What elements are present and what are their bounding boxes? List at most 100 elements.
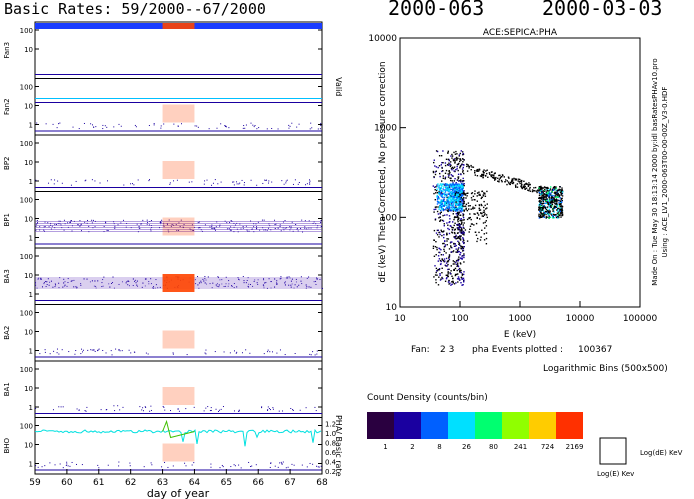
rate-point [252,285,254,287]
rate-point [178,410,180,412]
scatter-point [440,194,442,196]
scatter-point [447,197,449,199]
scatter-point [559,205,562,208]
scatter-point [439,213,441,215]
scatter-point [461,189,464,192]
rate-point [91,280,93,282]
scatter-point [454,170,456,173]
rate-point [250,466,252,468]
scatter-point [478,191,480,193]
rate-point [136,280,138,282]
rate-point [204,278,206,280]
rate-point [238,409,240,411]
scatter-point [457,273,459,275]
scatter-point [442,150,444,152]
scatter-point [548,217,550,219]
scatter-point [442,209,444,212]
scatter-point [441,234,443,237]
rate-point [170,225,172,227]
scatter-point [450,195,452,198]
scatter-point [453,191,455,193]
scatter-point [514,179,516,181]
scatter-point [452,207,454,209]
scatter-point [463,159,465,161]
scatter-point [453,231,456,234]
scatter-point [463,192,465,194]
scatter-point [448,256,450,258]
scatter-point [447,207,450,209]
rate-point [270,462,272,464]
rate-point [239,182,241,184]
scatter-point [456,237,458,240]
scatter-point [445,204,447,206]
rate-point [292,409,294,411]
rate-point [250,220,252,222]
scatter-point [439,251,441,254]
scatter-point [443,260,445,262]
rate-point [58,282,60,284]
rate-point [220,181,222,183]
rate-point [164,409,166,411]
scatter-point [447,150,449,152]
rate-point [86,406,88,408]
scatter-point [454,189,456,192]
rate-point [60,224,62,226]
rate-point [139,227,141,229]
scatter-point [450,203,453,205]
scatter-point [559,200,562,203]
rate-point [197,222,199,224]
scatter-point [482,222,485,224]
scatter-point [541,206,544,208]
rate-point [46,284,48,286]
rate-point [144,406,146,408]
scatter-point [558,211,560,213]
rate-point [103,225,105,227]
rates-title: Basic Rates: 59/2000--67/2000 [4,0,266,18]
scatter-x-label: E (keV) [504,330,536,340]
scatter-point [435,254,437,256]
rate-point [92,219,94,221]
scatter-point [446,238,448,240]
rate-point [67,278,69,280]
scatter-point [433,159,435,161]
scatter-point [441,219,444,222]
rate-point [76,408,78,410]
rate-point [186,354,188,356]
colorbar-value-label: 724 [541,443,555,451]
scatter-point [547,210,550,212]
scatter-point [442,196,444,198]
scatter-point [542,191,544,193]
rate-point [75,286,77,288]
scatter-point [448,183,451,186]
scatter-point [518,178,520,180]
scatter-point [542,195,544,197]
scatter-point [458,187,460,189]
scatter-point [463,256,465,259]
rate-point [284,284,286,286]
scatter-point [545,187,547,189]
rate-point [267,227,269,229]
scatter-point [455,150,457,153]
scatter-point [450,205,452,207]
rates-panel-label: BHO [3,437,11,453]
scatter-point [460,229,462,232]
scatter-point [468,217,470,220]
scatter-point [539,215,542,217]
scatter-point [542,197,544,199]
scatter-point [559,214,562,216]
scatter-point [512,178,514,181]
rate-point [279,349,281,351]
scatter-point [458,204,460,206]
rates-right-label: Valid [334,77,343,96]
scatter-point [439,216,441,218]
scatter-point [456,265,458,267]
scatter-point [500,179,503,182]
scatter-point [561,189,563,191]
scatter-point [436,246,438,249]
scatter-point [453,190,456,193]
rate-point [169,183,171,185]
rate-point [268,180,270,182]
scatter-point [448,221,450,224]
scatter-point [549,192,551,194]
